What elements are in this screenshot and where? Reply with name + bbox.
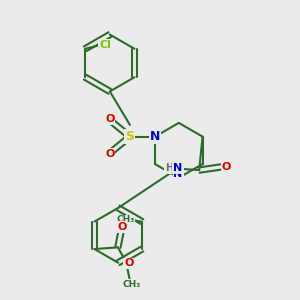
Text: N: N	[173, 163, 182, 173]
Text: H: H	[167, 163, 175, 173]
Text: CH₃: CH₃	[122, 280, 140, 289]
Text: N: N	[150, 130, 160, 143]
Text: O: O	[105, 149, 115, 159]
Text: Cl: Cl	[99, 40, 111, 50]
Text: O: O	[222, 162, 231, 172]
Text: O: O	[124, 258, 134, 268]
Text: N: N	[173, 169, 183, 179]
Text: O: O	[105, 114, 115, 124]
Text: O: O	[117, 222, 127, 232]
Text: S: S	[125, 130, 134, 143]
Text: CH₃: CH₃	[117, 215, 135, 224]
Text: H: H	[165, 163, 173, 173]
